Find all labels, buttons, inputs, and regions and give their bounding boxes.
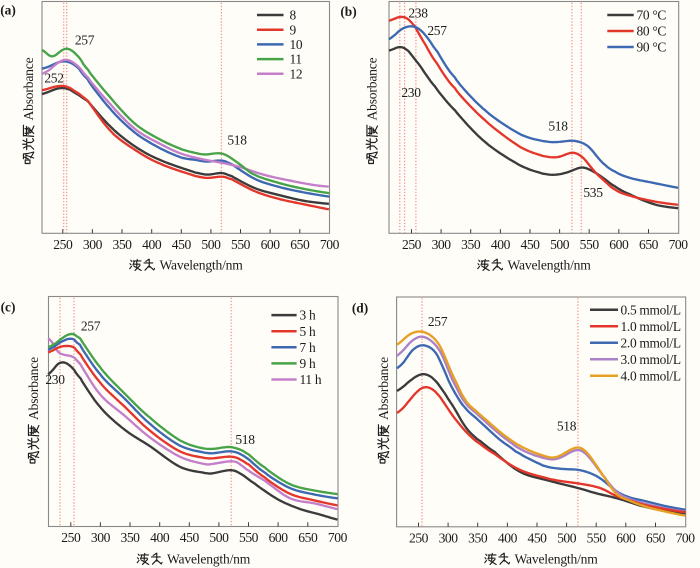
svg-text:252: 252 — [44, 71, 63, 86]
svg-text:518: 518 — [235, 432, 255, 447]
svg-text:535: 535 — [583, 185, 603, 200]
svg-text:600: 600 — [269, 530, 289, 545]
svg-text:550: 550 — [231, 237, 251, 252]
svg-text:12: 12 — [290, 66, 303, 81]
svg-text:9: 9 — [290, 22, 297, 37]
svg-text:300: 300 — [83, 237, 103, 252]
svg-text:650: 650 — [639, 237, 659, 252]
svg-text:250: 250 — [409, 531, 429, 546]
svg-text:Wavelength/nm: Wavelength/nm — [160, 258, 244, 273]
svg-text:450: 450 — [172, 237, 192, 252]
svg-text:250: 250 — [61, 530, 81, 545]
svg-text:550: 550 — [580, 237, 600, 252]
svg-text:450: 450 — [180, 530, 200, 545]
svg-text:(a): (a) — [0, 3, 16, 18]
svg-text:700: 700 — [669, 237, 689, 252]
svg-text:400: 400 — [491, 237, 511, 252]
svg-text:300: 300 — [91, 530, 111, 545]
svg-text:500: 500 — [209, 530, 229, 545]
svg-text:250: 250 — [53, 237, 73, 252]
svg-text:10: 10 — [290, 37, 303, 52]
svg-text:230: 230 — [45, 372, 65, 387]
svg-text:350: 350 — [120, 530, 140, 545]
svg-text:257: 257 — [81, 319, 101, 334]
svg-text:500: 500 — [201, 237, 221, 252]
svg-text:238: 238 — [408, 6, 428, 21]
svg-text:550: 550 — [587, 531, 607, 546]
svg-text:5 h: 5 h — [300, 324, 316, 339]
svg-text:650: 650 — [646, 531, 666, 546]
svg-text:2.0 mmol/L: 2.0 mmol/L — [621, 335, 681, 350]
svg-text:518: 518 — [548, 119, 568, 134]
svg-text:400: 400 — [150, 530, 170, 545]
svg-text:7 h: 7 h — [300, 340, 316, 355]
svg-text:(d): (d) — [352, 301, 368, 316]
svg-text:550: 550 — [239, 530, 259, 545]
svg-text:4.0 mmol/L: 4.0 mmol/L — [621, 368, 681, 383]
svg-text:3 h: 3 h — [300, 308, 316, 323]
svg-text:400: 400 — [498, 531, 518, 546]
svg-text:300: 300 — [432, 237, 452, 252]
svg-text:600: 600 — [609, 237, 629, 252]
svg-text:700: 700 — [320, 237, 340, 252]
svg-text:0.5 mmol/L: 0.5 mmol/L — [621, 302, 681, 317]
svg-text:3.0 mmol/L: 3.0 mmol/L — [621, 352, 681, 367]
svg-text:Absorbance: Absorbance — [365, 57, 380, 120]
svg-text:11: 11 — [290, 52, 302, 67]
svg-text:350: 350 — [468, 531, 488, 546]
svg-text:Absorbance: Absorbance — [26, 357, 41, 420]
svg-text:500: 500 — [557, 531, 577, 546]
svg-text:Wavelength/nm: Wavelength/nm — [508, 258, 592, 273]
svg-text:600: 600 — [616, 531, 636, 546]
svg-text:(b): (b) — [340, 4, 356, 19]
svg-text:350: 350 — [112, 237, 132, 252]
svg-text:500: 500 — [550, 237, 570, 252]
svg-text:1.0 mmol/L: 1.0 mmol/L — [621, 319, 681, 334]
svg-text:400: 400 — [142, 237, 162, 252]
svg-text:518: 518 — [227, 133, 247, 148]
svg-text:9 h: 9 h — [300, 356, 316, 371]
svg-text:Wavelength/nm: Wavelength/nm — [167, 552, 251, 567]
svg-text:Absorbance: Absorbance — [21, 57, 36, 120]
svg-text:80 °C: 80 °C — [637, 24, 667, 39]
svg-text:257: 257 — [428, 314, 448, 329]
svg-text:700: 700 — [676, 531, 696, 546]
svg-text:450: 450 — [527, 531, 547, 546]
svg-text:700: 700 — [328, 530, 348, 545]
svg-text:450: 450 — [520, 237, 540, 252]
svg-text:300: 300 — [439, 531, 459, 546]
svg-text:650: 650 — [290, 237, 310, 252]
svg-text:600: 600 — [261, 237, 281, 252]
svg-text:(c): (c) — [1, 300, 16, 315]
svg-text:8: 8 — [290, 8, 297, 23]
svg-text:Wavelength/nm: Wavelength/nm — [515, 552, 599, 567]
svg-text:Absorbance: Absorbance — [376, 357, 391, 420]
svg-text:90 °C: 90 °C — [637, 40, 667, 55]
svg-text:257: 257 — [75, 32, 95, 47]
svg-text:257: 257 — [427, 23, 447, 38]
svg-text:11 h: 11 h — [300, 372, 322, 387]
svg-text:650: 650 — [298, 530, 318, 545]
svg-text:350: 350 — [461, 237, 481, 252]
svg-text:250: 250 — [402, 237, 422, 252]
svg-text:70 °C: 70 °C — [637, 8, 667, 23]
svg-text:518: 518 — [557, 418, 577, 433]
svg-text:230: 230 — [401, 85, 421, 100]
